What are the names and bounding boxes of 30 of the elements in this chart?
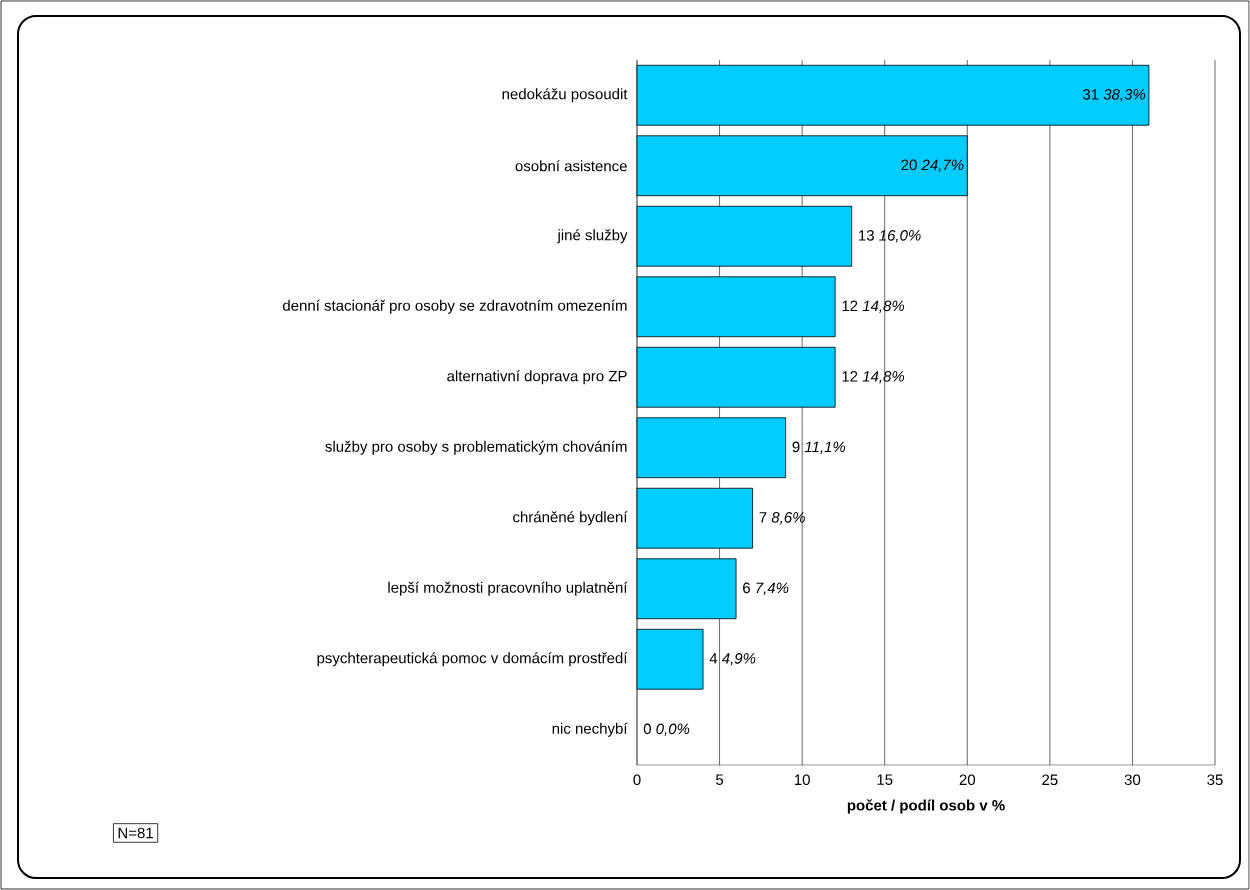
data-label: 13 16,0% <box>859 230 921 243</box>
data-label: 20 24,7% <box>901 159 964 172</box>
data-label: 0 0,0% <box>643 723 690 736</box>
data-label: 4 4,9% <box>709 653 756 666</box>
x-tick-label: 10 <box>794 774 810 786</box>
x-tick-label: 5 <box>716 774 724 785</box>
y-tick-label: osobní asistence <box>515 160 627 172</box>
x-tick-label: 20 <box>959 774 976 786</box>
x-tick-label: 25 <box>1042 774 1058 786</box>
data-label: 12 14,8% <box>842 371 905 384</box>
y-tick-label: psychterapeutická pomoc v domácím prostředí <box>317 652 628 667</box>
y-tick-label: jiné služby <box>557 229 628 244</box>
y-tick-label: nedokážu posoudit <box>502 88 628 103</box>
x-tick-label: 35 <box>1207 774 1223 786</box>
x-tick-label: 15 <box>877 774 893 785</box>
y-tick-label: služby pro osoby s problematickým chováním <box>325 440 627 455</box>
data-label: 7 8,6% <box>759 512 805 525</box>
x-tick-label: 30 <box>1124 774 1141 786</box>
x-tick-label: 0 <box>633 774 641 786</box>
data-label: 12 14,8% <box>842 300 905 313</box>
y-tick-label: nic nechybí <box>552 722 628 737</box>
data-label: 6 7,4% <box>743 582 789 595</box>
y-tick-label: chráněné bydlení <box>513 511 628 526</box>
data-label: 9 11,1% <box>792 441 846 454</box>
y-tick-label: lepší možnosti pracovního uplatnění <box>388 581 628 596</box>
y-tick-label: alternativní doprava pro ZP <box>447 370 627 385</box>
y-tick-label: denní stacionář pro osoby se zdravotním omezením <box>282 299 627 314</box>
data-label: 31 38,3% <box>1082 89 1146 102</box>
text: N=81 <box>118 827 153 839</box>
x-axis-title: počet / podíl osob v % <box>847 799 1005 814</box>
